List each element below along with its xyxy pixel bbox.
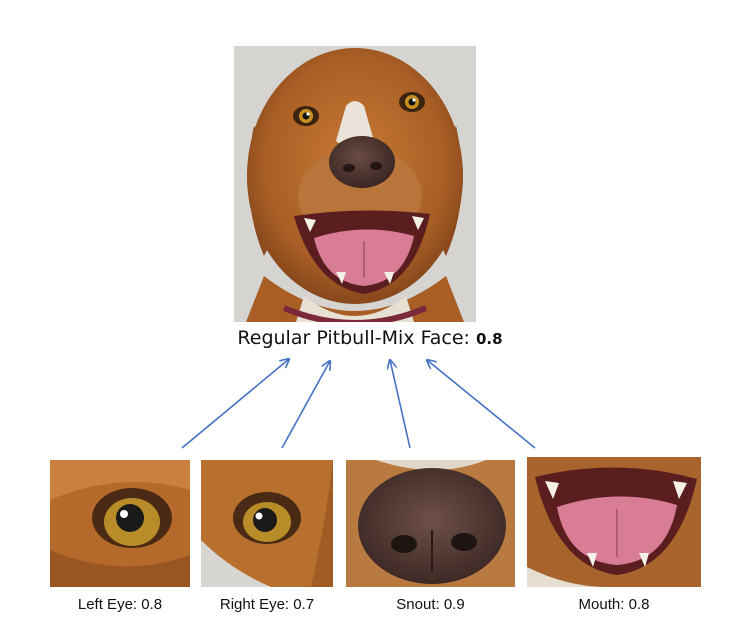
- arrow-left-eye: [181, 359, 289, 449]
- arrow-snout: [390, 360, 411, 449]
- face-label-text: Regular Pitbull-Mix Face:: [237, 327, 470, 349]
- left-eye-illustration: [50, 460, 190, 587]
- dog-face-photo: [234, 46, 476, 322]
- mouth-photo: [527, 457, 701, 587]
- right-eye-illustration: [201, 460, 333, 587]
- snout-score-label: Snout: 0.9: [396, 596, 465, 613]
- mouth-score-label: Mouth: 0.8: [578, 596, 650, 613]
- face-score-value: 0.8: [476, 330, 503, 348]
- mouth-illustration: [527, 457, 701, 587]
- snout-photo: [346, 460, 515, 587]
- face-score-label: Regular Pitbull-Mix Face: 0.8: [200, 327, 540, 349]
- left-eye-score-label: Left Eye: 0.8: [77, 596, 163, 613]
- dog-face-illustration: [234, 46, 476, 322]
- right-eye-photo: [201, 460, 333, 587]
- left-eye-photo: [50, 460, 190, 587]
- arrow-right-eye: [281, 361, 330, 449]
- snout-illustration: [346, 460, 515, 587]
- right-eye-score-label: Right Eye: 0.7: [219, 596, 315, 613]
- arrow-mouth: [427, 360, 536, 449]
